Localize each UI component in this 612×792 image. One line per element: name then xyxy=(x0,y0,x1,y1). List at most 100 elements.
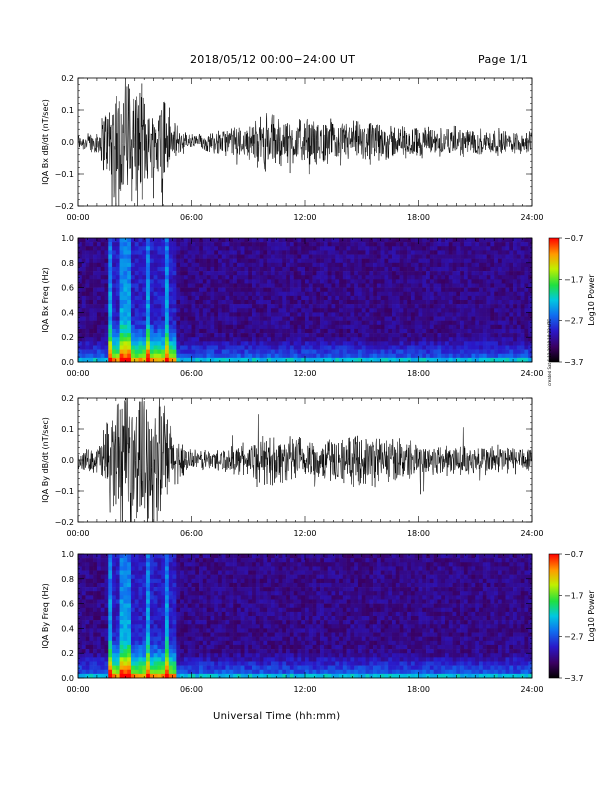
heat-cell xyxy=(456,353,461,359)
heat-cell xyxy=(165,254,170,259)
heat-cell xyxy=(78,669,83,675)
heat-cell xyxy=(221,283,226,288)
heat-cell xyxy=(149,636,154,642)
heat-cell xyxy=(429,357,434,363)
heat-cell xyxy=(153,324,158,330)
heat-cell xyxy=(100,349,105,355)
heat-cell xyxy=(278,291,283,297)
heat-cell xyxy=(153,254,158,259)
heat-cell xyxy=(153,616,158,621)
heat-cell xyxy=(524,324,529,330)
heat-cell xyxy=(225,238,230,243)
heat-cell xyxy=(263,250,268,255)
heat-cell xyxy=(331,312,336,317)
heat-cell xyxy=(165,595,170,600)
heat-cell xyxy=(407,258,412,264)
heat-cell xyxy=(153,607,158,613)
heat-cell xyxy=(176,624,181,629)
heat-cell xyxy=(180,649,185,654)
heat-cell xyxy=(255,295,260,301)
heat-cell xyxy=(165,636,170,642)
heat-cell xyxy=(471,308,476,313)
heat-cell xyxy=(85,320,90,326)
heat-cell xyxy=(316,254,321,259)
heat-cell xyxy=(89,669,94,675)
heat-cell xyxy=(142,636,147,642)
heat-cell xyxy=(509,271,514,276)
heat-cell xyxy=(289,308,294,313)
heat-cell xyxy=(448,254,453,259)
heat-cell xyxy=(202,258,207,264)
heat-cell xyxy=(93,246,98,251)
heat-cell xyxy=(410,312,416,317)
heat-cell xyxy=(407,341,412,346)
heat-cell xyxy=(286,312,291,317)
heat-cell xyxy=(399,238,404,243)
heat-cell xyxy=(297,349,302,355)
heat-cell xyxy=(149,262,154,268)
heat-cell xyxy=(331,275,336,280)
heat-cell xyxy=(286,262,291,268)
heat-cell xyxy=(467,238,472,243)
heat-cell xyxy=(282,295,287,301)
heat-cell xyxy=(172,611,177,617)
heat-cell xyxy=(441,271,446,276)
heat-cell xyxy=(297,287,302,293)
heat-cell xyxy=(282,238,287,243)
heat-cell xyxy=(282,279,287,284)
heat-cell xyxy=(165,341,170,346)
heat-cell xyxy=(100,246,105,251)
heat-cell xyxy=(183,262,189,268)
heat-cell xyxy=(81,308,86,313)
heat-cell xyxy=(305,300,310,305)
heat-cell xyxy=(221,312,226,317)
heat-cell xyxy=(210,312,215,317)
heat-cell xyxy=(142,578,147,584)
heat-cell xyxy=(96,295,101,301)
heat-cell xyxy=(270,238,276,243)
heat-cell xyxy=(142,582,147,588)
heat-cell xyxy=(305,250,310,255)
heat-cell xyxy=(108,566,113,571)
heat-cell xyxy=(528,275,533,280)
heat-cell xyxy=(233,242,238,247)
heat-cell xyxy=(100,320,105,326)
heat-cell xyxy=(513,287,518,293)
heat-cell xyxy=(305,337,310,342)
heat-cell xyxy=(475,333,480,338)
heat-cell xyxy=(104,283,109,288)
heat-cell xyxy=(494,258,499,264)
heat-cell xyxy=(407,254,412,259)
heat-cell xyxy=(335,341,340,346)
heat-cell xyxy=(199,254,204,259)
heat-cell xyxy=(305,254,310,259)
heat-cell xyxy=(115,320,120,326)
heat-cell xyxy=(210,250,215,255)
heat-cell xyxy=(479,283,484,288)
heat-cell xyxy=(282,341,287,346)
heat-cell xyxy=(195,308,200,313)
heat-cell xyxy=(274,337,279,342)
heat-cell xyxy=(161,669,166,675)
heat-cell xyxy=(494,279,499,284)
heat-cell xyxy=(130,242,136,247)
heat-cell xyxy=(399,275,404,280)
heat-cell xyxy=(426,291,431,297)
heat-cell xyxy=(123,620,128,625)
heat-cell xyxy=(93,570,98,575)
heat-cell xyxy=(361,262,366,268)
heat-cell xyxy=(286,242,291,247)
heat-cell xyxy=(437,337,442,342)
heat-cell xyxy=(123,320,128,326)
heat-cell xyxy=(134,603,139,609)
heat-cell xyxy=(210,320,215,326)
heat-cell xyxy=(89,566,94,571)
heat-cell xyxy=(448,312,453,317)
heat-cell xyxy=(134,653,139,658)
heat-cell xyxy=(134,632,139,637)
heat-cell xyxy=(312,250,317,255)
heat-cell xyxy=(134,357,139,363)
heat-cell xyxy=(100,254,105,259)
heat-cell xyxy=(494,353,499,359)
heat-cell xyxy=(524,275,529,280)
